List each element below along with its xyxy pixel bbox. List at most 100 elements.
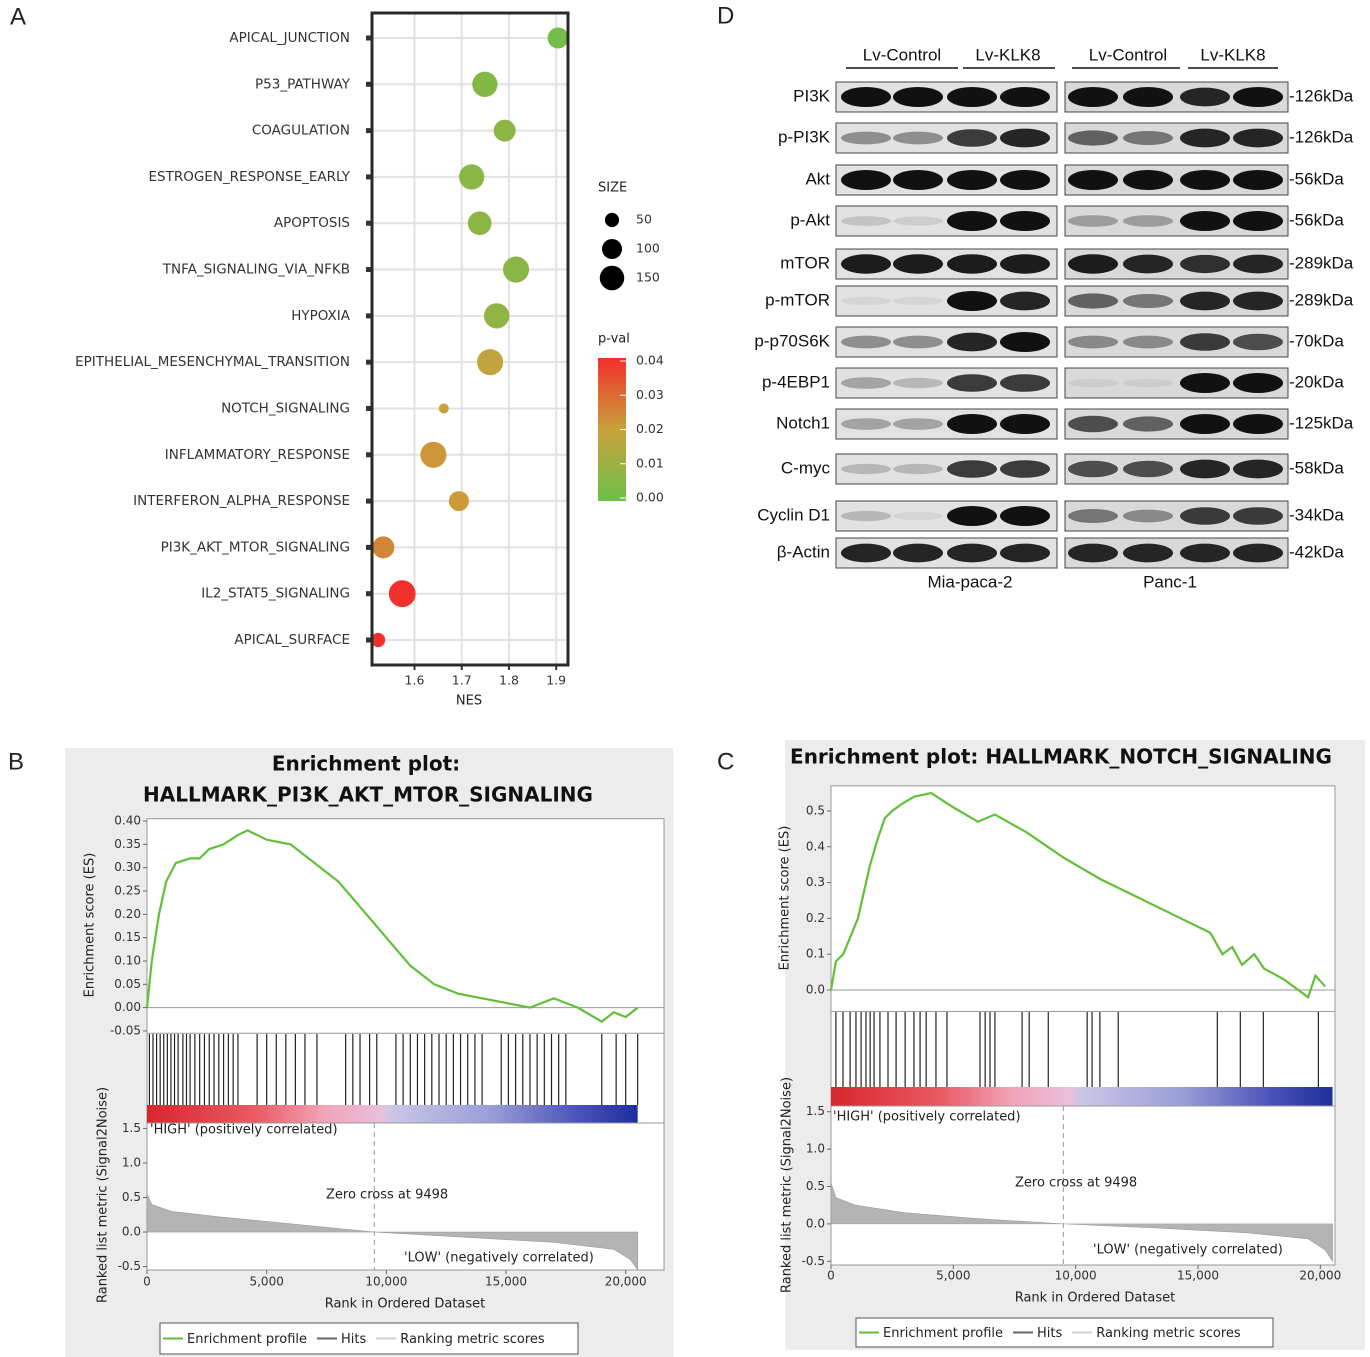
- y-tick: [366, 313, 372, 319]
- blot-band: [1180, 87, 1230, 107]
- colorbar-label: 0.00: [636, 490, 664, 505]
- y-tick-label: 0.5: [806, 803, 825, 817]
- y-tick-label: IL2_STAT5_SIGNALING: [201, 586, 350, 602]
- size-label: -289kDa: [1289, 290, 1354, 309]
- blot-band: [1068, 293, 1118, 309]
- blot-band: [1123, 335, 1173, 349]
- blot-band: [841, 543, 891, 563]
- blot-band: [947, 332, 997, 352]
- size-label: -42kDa: [1289, 542, 1344, 561]
- y-tick: [366, 452, 372, 458]
- y-tick-label: 0.4: [806, 839, 825, 853]
- blot-band: [893, 511, 943, 521]
- legend-label: 100: [636, 241, 660, 256]
- blot-band: [841, 296, 891, 306]
- x-tick-label: 10,000: [365, 1275, 407, 1289]
- x-tick-label: 20,000: [1299, 1269, 1341, 1283]
- size-label: -125kDa: [1289, 413, 1354, 432]
- blot-band: [1123, 254, 1173, 274]
- blot-band: [947, 543, 997, 563]
- y-tick-label: -0.05: [110, 1023, 141, 1037]
- y-tick: [366, 220, 372, 226]
- y-tick: [366, 544, 372, 550]
- plot-background: [830, 785, 1336, 1266]
- dot: [477, 349, 504, 376]
- dot: [372, 536, 395, 559]
- legend-title: p-val: [598, 332, 630, 347]
- legend-size-dot: [604, 212, 620, 228]
- blot-band: [947, 254, 997, 274]
- y-tick: [366, 35, 372, 41]
- blot-band: [1068, 254, 1118, 274]
- y-tick-label: 0.40: [114, 814, 141, 828]
- blot-band: [841, 335, 891, 349]
- y-tick-label: NOTCH_SIGNALING: [221, 400, 350, 416]
- blot-band: [1180, 333, 1230, 351]
- blot-band: [947, 506, 997, 526]
- y-tick-label: 0.30: [114, 860, 141, 874]
- blot-band: [893, 131, 943, 145]
- legend-size-dot: [599, 265, 625, 291]
- blot-band: [1233, 211, 1283, 231]
- x-tick-label: 1.8: [499, 673, 519, 688]
- blot-band: [893, 254, 943, 274]
- dot: [388, 580, 416, 608]
- dot: [438, 403, 449, 414]
- blot-strip: [835, 285, 1058, 317]
- size-label: -58kDa: [1289, 458, 1344, 477]
- protein-label: β-Actin: [777, 542, 830, 561]
- dot: [472, 71, 498, 97]
- blot-band: [893, 335, 943, 349]
- y-axis-label: Enrichment score (ES): [83, 853, 98, 998]
- blot-band: [1123, 215, 1173, 227]
- blot-band: [841, 87, 891, 107]
- y-tick-label: 0.00: [114, 1000, 141, 1014]
- x-axis-label: Rank in Ordered Dataset: [325, 1297, 486, 1312]
- chart-title: Enrichment plot:: [272, 752, 460, 776]
- blot-band: [1233, 254, 1283, 274]
- blot-band: [893, 87, 943, 107]
- y-tick-label: 0.0: [806, 1216, 825, 1230]
- size-label: -20kDa: [1289, 372, 1344, 391]
- blot-band: [947, 460, 997, 478]
- annotation: 'LOW' (negatively correlated): [1093, 1243, 1283, 1258]
- y-tick-label: -0.5: [118, 1259, 141, 1273]
- legend-size-dot: [602, 239, 622, 259]
- x-tick-label: 1.6: [405, 673, 425, 688]
- size-label: -56kDa: [1289, 210, 1344, 229]
- y-tick-label: INTERFERON_ALPHA_RESPONSE: [133, 493, 350, 509]
- y-axis-label: Ranked list metric (Signal2Noise): [96, 1087, 111, 1303]
- y-tick: [366, 359, 372, 365]
- y-tick-label: 0.10: [114, 953, 141, 967]
- y-tick: [366, 591, 372, 597]
- blot-band: [1180, 254, 1230, 274]
- chart-subtitle: HALLMARK_PI3K_AKT_MTOR_SIGNALING: [143, 783, 593, 807]
- blot-band: [1068, 130, 1118, 146]
- x-tick-label: 20,000: [605, 1275, 647, 1289]
- protein-label: p-4EBP1: [762, 372, 830, 391]
- x-tick-label: 0: [143, 1275, 151, 1289]
- group-label: Lv-Control: [863, 45, 941, 64]
- blot-band: [893, 170, 943, 190]
- blot-band: [1068, 460, 1118, 478]
- y-tick-label: TNFA_SIGNALING_VIA_NFKB: [162, 262, 350, 278]
- blot-band: [1000, 254, 1050, 274]
- blot-band: [1233, 507, 1283, 525]
- legend-box: [159, 1322, 579, 1355]
- blot-band: [1233, 543, 1283, 563]
- y-tick-label: INFLAMMATORY_RESPONSE: [165, 447, 350, 463]
- annotation: 'LOW' (negatively correlated): [404, 1251, 594, 1266]
- x-tick-label: 10,000: [1055, 1269, 1097, 1283]
- dot: [493, 119, 516, 142]
- y-tick-label: 0.20: [114, 907, 141, 921]
- dot: [467, 211, 492, 236]
- y-tick: [366, 498, 372, 504]
- blot-band: [1123, 460, 1173, 478]
- blot-band: [1000, 211, 1050, 231]
- y-tick: [366, 637, 372, 643]
- blot-band: [1233, 333, 1283, 351]
- dot: [448, 491, 469, 512]
- colorbar-label: 0.04: [636, 353, 664, 368]
- blot-band: [1000, 170, 1050, 190]
- y-tick-label: 0.1: [806, 947, 825, 961]
